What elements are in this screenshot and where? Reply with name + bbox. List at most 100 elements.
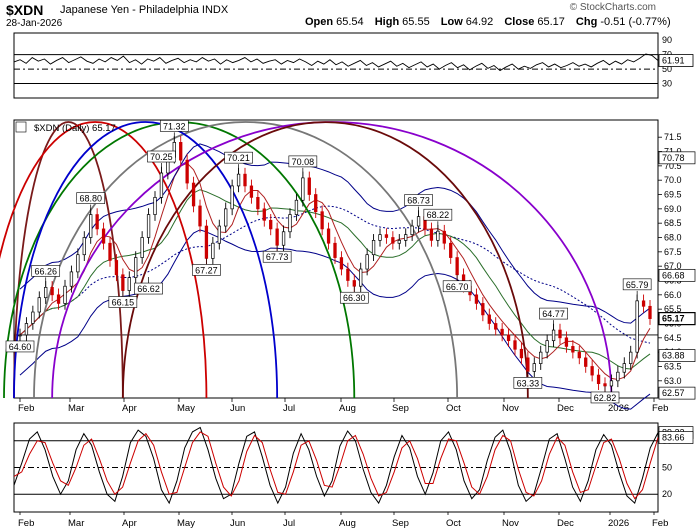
price-candle (365, 254, 369, 270)
chg-value: -0.51 (-0.77%) (600, 16, 671, 28)
price-candle (134, 257, 138, 278)
price-month-label-2026: 2026 (608, 403, 629, 414)
annotation-box (147, 150, 176, 163)
rsi-tick-label: 50 (662, 64, 672, 74)
annotation-box (192, 264, 221, 276)
price-tick-label: 70.5 (664, 161, 682, 171)
rsi-last-badge (658, 54, 694, 67)
price-candle (114, 260, 119, 276)
annotation-box (5, 340, 35, 353)
high-value: 65.55 (402, 16, 430, 28)
price-candle (269, 219, 273, 230)
price-candle (346, 268, 350, 281)
price-candle (89, 214, 93, 238)
price-tick-label: 67.5 (664, 247, 682, 257)
price-candle (590, 366, 594, 376)
stoch-last-badge (658, 431, 694, 444)
price-candle (513, 340, 517, 350)
price-tick-label: 64.5 (664, 333, 682, 343)
price-candle (217, 225, 221, 244)
annotation-label: 68.80 (79, 194, 102, 204)
rsi-tick-label: 90 (662, 35, 672, 45)
price-month-label-aug: Aug (339, 403, 356, 414)
price-candle (429, 228, 434, 241)
annotation-box (622, 278, 652, 291)
price-candle (44, 287, 48, 299)
credit-label[interactable]: © StockCharts.com (569, 2, 656, 13)
price-candle (153, 197, 157, 215)
annotation-box (31, 265, 61, 277)
annotation-box (76, 192, 106, 204)
right-value-label: 66.68 (662, 270, 685, 280)
price-candle (622, 363, 626, 373)
price-candle (584, 357, 588, 367)
price-candle (31, 311, 35, 324)
annotation-box (288, 155, 318, 168)
price-month-label-apr: Apr (122, 403, 137, 414)
annotation-box (134, 282, 163, 295)
annotation-box (108, 296, 138, 308)
price-candle (288, 214, 292, 233)
stoch-month-label-feb: Feb (652, 518, 668, 529)
price-candle (526, 357, 530, 372)
price-candle (352, 280, 356, 287)
stoch-month-label-2026: 2026 (608, 518, 629, 529)
annotation-label: 66.70 (446, 282, 469, 292)
price-candle (198, 205, 202, 227)
price-tick-label: 69.5 (664, 190, 682, 200)
price-candle (487, 314, 491, 324)
price-candle (442, 230, 446, 244)
price-candle (179, 142, 183, 161)
price-candle (519, 348, 524, 359)
right-value-label: 70.78 (662, 153, 685, 163)
price-candle (56, 294, 61, 304)
price-candle (101, 228, 106, 244)
symbol-label: $XDN (6, 2, 44, 18)
price-candle (230, 185, 234, 210)
price-candle (359, 268, 363, 287)
price-tick-label: 70.0 (664, 175, 682, 185)
price-candle (616, 371, 620, 382)
annotation-label: 66.62 (137, 284, 160, 294)
price-month-label-oct: Oct (446, 403, 461, 414)
price-tick-label: 66.0 (664, 290, 682, 300)
stoch-month-label-jun: Jun (230, 518, 245, 529)
price-candle (24, 323, 29, 336)
price-candle (397, 240, 401, 244)
price-tick-label: 69.0 (664, 204, 682, 214)
price-candle (50, 287, 54, 296)
price-candle (146, 214, 151, 238)
stoch-tick-label: 50 (662, 463, 672, 473)
price-candle (416, 216, 421, 227)
price-tick-label: 63.5 (664, 361, 682, 371)
price-tick-label: 63.0 (664, 376, 682, 386)
price-candle (455, 257, 459, 276)
price-candle (159, 172, 164, 198)
price-candle (629, 351, 633, 364)
stoch-month-label-oct: Oct (446, 518, 461, 529)
chart-header: $XDN Japanese Yen - Philadelphia INDX 28… (0, 0, 700, 32)
price-candle (474, 294, 479, 304)
price-candle (275, 228, 279, 246)
annotation-box (513, 377, 543, 389)
price-candle (281, 231, 286, 246)
price-candle (404, 234, 408, 241)
ma-short-line (19, 162, 651, 381)
price-candle (140, 237, 144, 258)
price-candle (236, 173, 241, 187)
price-candle (127, 277, 131, 291)
price-candle (494, 323, 498, 330)
close-label: Close (504, 16, 535, 28)
rsi-panel-frame (13, 32, 659, 99)
price-candle (256, 197, 260, 210)
price-candle (63, 285, 67, 304)
right-value-badge (658, 151, 696, 165)
annotation-box (539, 307, 568, 320)
price-candle (436, 230, 440, 241)
annotation-label: 68.22 (427, 210, 450, 220)
annotation-label: 64.60 (9, 342, 32, 352)
price-tick-label: 68.5 (664, 218, 682, 228)
stoch-month-label-feb: Feb (18, 518, 34, 529)
stoch-k-line (13, 426, 659, 505)
